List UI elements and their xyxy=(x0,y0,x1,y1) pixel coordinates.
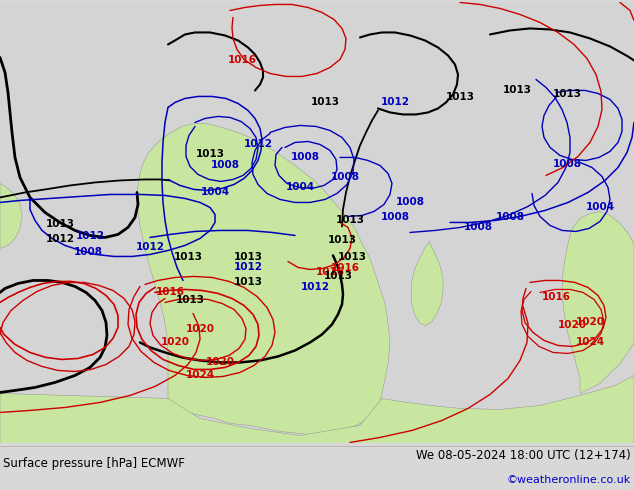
Text: 1008: 1008 xyxy=(74,247,103,257)
Text: 1008: 1008 xyxy=(330,172,359,182)
Text: 1016: 1016 xyxy=(228,55,257,66)
Text: 1013: 1013 xyxy=(233,252,262,263)
Text: 1008: 1008 xyxy=(463,222,493,232)
Text: 1020: 1020 xyxy=(576,318,604,327)
Text: 1013: 1013 xyxy=(233,277,262,288)
Text: 1008: 1008 xyxy=(210,160,240,171)
Text: 1016: 1016 xyxy=(330,264,359,273)
Text: 1020: 1020 xyxy=(186,324,214,335)
Polygon shape xyxy=(137,123,390,436)
Polygon shape xyxy=(562,212,634,393)
Text: 1012: 1012 xyxy=(301,282,330,293)
Text: 1008: 1008 xyxy=(380,213,410,222)
Text: 1013: 1013 xyxy=(337,252,366,263)
Text: 1024: 1024 xyxy=(185,370,214,380)
Text: 1004: 1004 xyxy=(585,202,614,213)
Text: 1012: 1012 xyxy=(136,243,164,252)
Text: ©weatheronline.co.uk: ©weatheronline.co.uk xyxy=(507,475,631,485)
Text: 1016: 1016 xyxy=(541,293,571,302)
Text: 1012: 1012 xyxy=(46,234,75,245)
Text: 1013: 1013 xyxy=(552,90,581,99)
Text: 1020: 1020 xyxy=(557,320,586,330)
Polygon shape xyxy=(0,375,634,443)
Text: 1012: 1012 xyxy=(243,140,273,149)
Text: 1004: 1004 xyxy=(200,188,230,197)
Text: 1024: 1024 xyxy=(576,338,605,347)
Text: 1008: 1008 xyxy=(290,152,320,163)
Text: 1012: 1012 xyxy=(75,231,105,242)
Text: 1016: 1016 xyxy=(155,288,184,297)
Text: 1012: 1012 xyxy=(380,98,410,107)
Text: 1013: 1013 xyxy=(176,295,205,305)
Polygon shape xyxy=(411,242,443,325)
Text: 1004: 1004 xyxy=(285,182,314,193)
Text: 1013: 1013 xyxy=(174,252,202,263)
Text: 1008: 1008 xyxy=(496,213,524,222)
Text: 1013: 1013 xyxy=(328,236,356,245)
Text: 1013: 1013 xyxy=(503,85,531,96)
Text: 1016: 1016 xyxy=(316,268,344,277)
Text: 1013: 1013 xyxy=(195,149,224,159)
Text: 1012: 1012 xyxy=(233,263,262,272)
Text: 1013: 1013 xyxy=(311,98,339,107)
Text: 1020: 1020 xyxy=(160,338,190,347)
Text: 1013: 1013 xyxy=(335,216,365,225)
Text: 1020: 1020 xyxy=(205,357,235,368)
Text: 1008: 1008 xyxy=(396,197,425,207)
Polygon shape xyxy=(0,183,22,248)
Text: Surface pressure [hPa] ECMWF: Surface pressure [hPa] ECMWF xyxy=(3,457,185,469)
Text: 1013: 1013 xyxy=(323,271,353,281)
Text: 1008: 1008 xyxy=(552,159,581,170)
Text: We 08-05-2024 18:00 UTC (12+174): We 08-05-2024 18:00 UTC (12+174) xyxy=(416,449,631,462)
Text: 1013: 1013 xyxy=(446,93,474,102)
Text: 1013: 1013 xyxy=(46,220,75,229)
